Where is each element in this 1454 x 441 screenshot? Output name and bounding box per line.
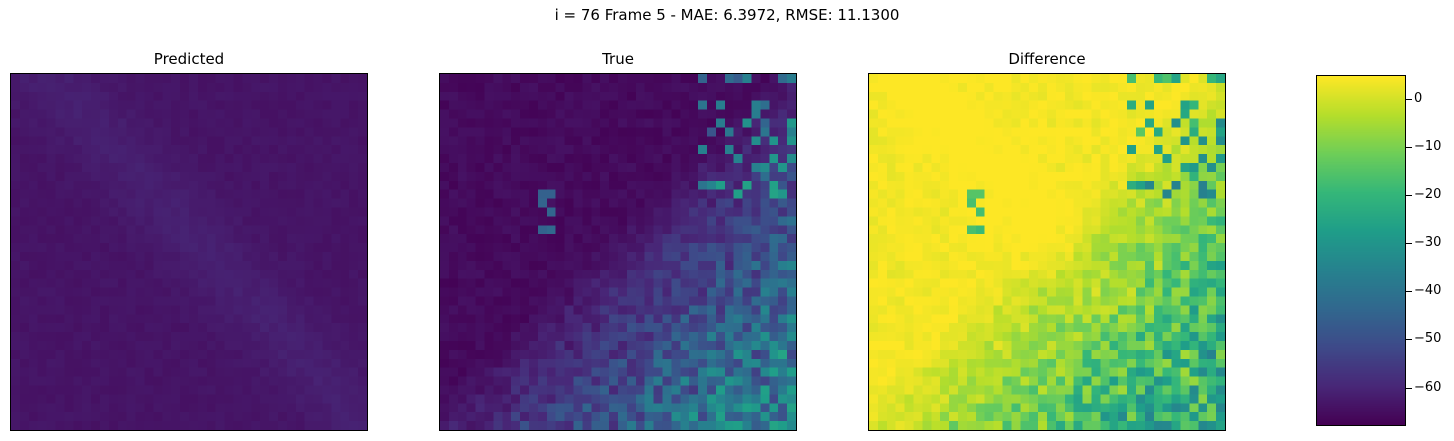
colorbar-tick-label: −20: [1414, 187, 1442, 202]
colorbar-tick: [1406, 99, 1412, 100]
colorbar-tick: [1406, 339, 1412, 340]
colorbar-tick-label: 0: [1414, 91, 1423, 106]
figure-suptitle: i = 76 Frame 5 - MAE: 6.3972, RMSE: 11.1…: [554, 6, 900, 24]
colorbar-tick: [1406, 195, 1412, 196]
colorbar-tick-label: −10: [1414, 139, 1442, 154]
colorbar-gradient: [1317, 76, 1405, 425]
colorbar-tick-label: −50: [1414, 331, 1442, 346]
colorbar-tick: [1406, 243, 1412, 244]
colorbar-tick-label: −30: [1414, 235, 1442, 250]
true-heatmap-canvas: [440, 74, 796, 430]
predicted-title: Predicted: [153, 50, 225, 68]
difference-title: Difference: [1008, 50, 1086, 68]
colorbar: [1316, 75, 1406, 426]
true-heatmap: [439, 73, 797, 431]
difference-heatmap-canvas: [869, 74, 1225, 430]
colorbar-tick: [1406, 388, 1412, 389]
difference-heatmap: [868, 73, 1226, 431]
predicted-heatmap: [10, 73, 368, 431]
colorbar-tick: [1406, 291, 1412, 292]
true-title: True: [602, 50, 634, 68]
colorbar-tick: [1406, 147, 1412, 148]
colorbar-tick-label: −60: [1414, 380, 1442, 395]
colorbar-tick-label: −40: [1414, 283, 1442, 298]
predicted-heatmap-canvas: [11, 74, 367, 430]
